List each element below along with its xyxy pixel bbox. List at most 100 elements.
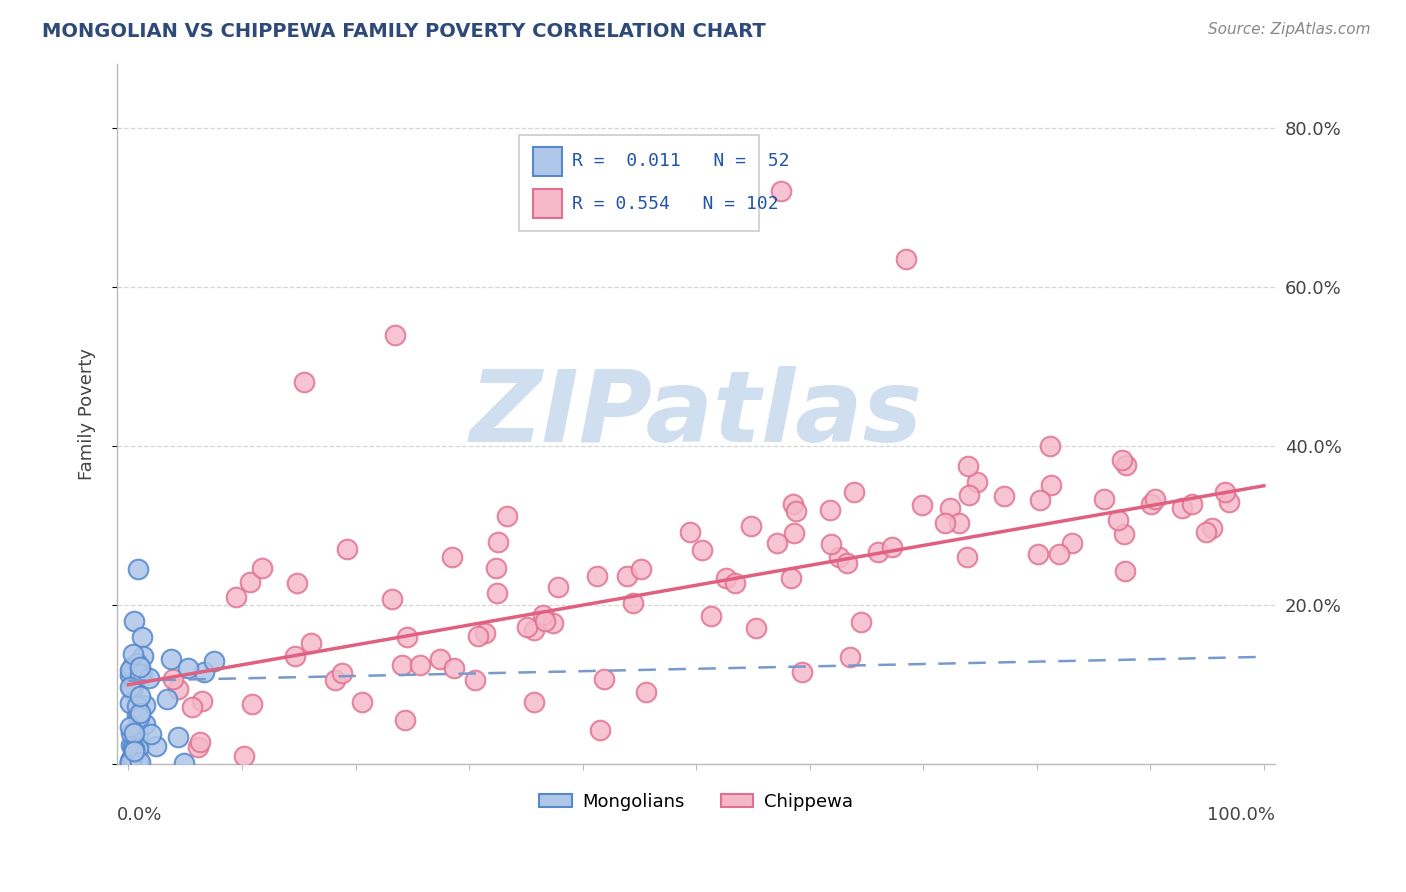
Point [486, 535, 509, 549]
Text: MONGOLIAN VS CHIPPEWA FAMILY POVERTY CORRELATION CHART: MONGOLIAN VS CHIPPEWA FAMILY POVERTY COR… [42, 22, 766, 41]
Point [128, 709, 150, 723]
Point [120, 668, 142, 682]
Point [533, 615, 555, 629]
Point [522, 624, 544, 638]
Point [128, 755, 150, 769]
Point [118, 680, 141, 694]
Point [134, 717, 156, 731]
Point [828, 549, 851, 564]
Point [1028, 547, 1050, 561]
Point [1213, 485, 1236, 500]
Point [173, 756, 195, 770]
Point [780, 571, 803, 585]
Point [384, 327, 406, 342]
Point [127, 562, 149, 576]
Point [129, 706, 152, 721]
Point [129, 690, 152, 704]
Point [284, 649, 307, 664]
Point [409, 658, 432, 673]
Point [323, 673, 346, 688]
Point [120, 739, 142, 753]
Point [186, 740, 208, 755]
Point [127, 698, 149, 713]
Point [630, 562, 652, 576]
Point [485, 561, 508, 575]
Point [122, 726, 145, 740]
Point [125, 656, 148, 670]
Point [593, 673, 616, 687]
Point [792, 665, 814, 680]
Point [134, 698, 156, 712]
Point [127, 753, 149, 767]
Point [1112, 526, 1135, 541]
Point [948, 516, 970, 531]
Point [634, 685, 657, 699]
Point [145, 739, 167, 753]
Point [1094, 492, 1116, 507]
Point [122, 739, 145, 753]
Point [336, 542, 359, 557]
Point [766, 536, 789, 550]
Point [849, 615, 872, 629]
Point [496, 508, 519, 523]
Point [166, 731, 188, 745]
Point [700, 608, 723, 623]
Text: 0.0%: 0.0% [117, 806, 163, 824]
Point [391, 657, 413, 672]
Point [835, 556, 858, 570]
Point [1195, 525, 1218, 540]
Point [233, 749, 256, 764]
Point [1047, 548, 1070, 562]
Text: 100.0%: 100.0% [1208, 806, 1275, 824]
Point [191, 694, 214, 708]
Text: R = 0.554   N = 102: R = 0.554 N = 102 [572, 194, 779, 213]
Point [162, 672, 184, 686]
Point [120, 754, 142, 768]
Point [782, 497, 804, 511]
Point [1218, 495, 1240, 509]
Point [156, 691, 179, 706]
Point [966, 475, 988, 489]
Point [1115, 458, 1137, 472]
Point [121, 659, 143, 673]
Point [993, 489, 1015, 503]
Point [285, 576, 308, 591]
Point [474, 626, 496, 640]
Point [911, 498, 934, 512]
Point [957, 488, 980, 502]
Point [125, 708, 148, 723]
Point [547, 581, 569, 595]
Point [122, 742, 145, 756]
Point [131, 667, 153, 681]
Point [193, 665, 215, 679]
Point [242, 697, 264, 711]
Point [523, 695, 546, 709]
Point [842, 485, 865, 500]
Point [122, 614, 145, 628]
Point [783, 526, 806, 541]
Point [159, 652, 181, 666]
Point [128, 667, 150, 681]
Point [177, 661, 200, 675]
Legend: Mongolians, Chippewa: Mongolians, Chippewa [531, 786, 860, 818]
Point [467, 629, 489, 643]
Point [330, 666, 353, 681]
Point [121, 750, 143, 764]
Point [716, 571, 738, 585]
Point [202, 654, 225, 668]
Point [167, 681, 190, 696]
Point [464, 673, 486, 687]
Y-axis label: Family Poverty: Family Poverty [79, 348, 96, 480]
Point [131, 630, 153, 644]
Point [770, 185, 793, 199]
Point [623, 596, 645, 610]
Point [120, 726, 142, 740]
Point [120, 752, 142, 766]
Point [531, 607, 554, 622]
Point [443, 661, 465, 675]
Point [1181, 497, 1204, 511]
Point [188, 735, 211, 749]
Point [1201, 521, 1223, 535]
Point [541, 615, 564, 630]
Point [127, 727, 149, 741]
